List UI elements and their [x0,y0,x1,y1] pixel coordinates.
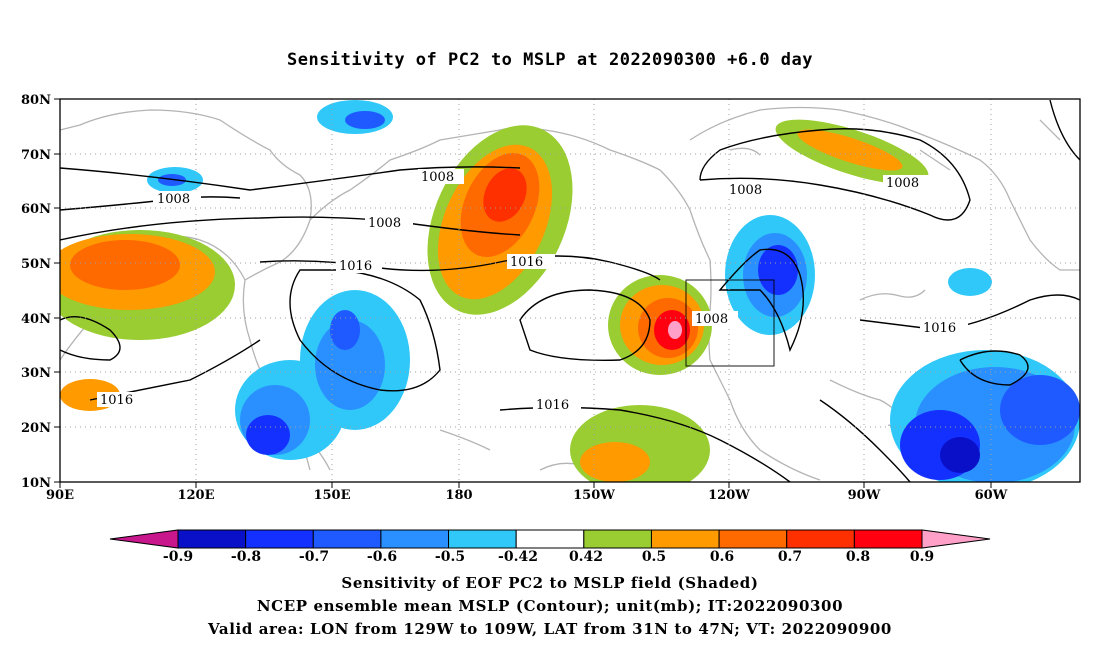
colorbar-swatch [312,529,382,549]
colorbar-tick-label: -0.9 [163,549,193,565]
colorbar-tick-label: -0.8 [231,549,261,565]
contour-label: 1016 [510,255,543,270]
map-grid [60,99,1080,482]
lat-label: 10N [21,476,51,491]
colorbar-swatch [718,529,788,549]
caption-valid-area: Valid area: LON from 129W to 109W, LAT f… [208,620,892,638]
lat-label: 60N [21,202,51,217]
lat-label: 70N [21,148,51,163]
mslp-contours [60,99,1080,482]
contour-label: 1016 [536,398,569,413]
lon-label: 150E [313,488,350,503]
colorbar-swatch [853,529,923,549]
colorbar-tick-label: -0.7 [299,549,329,565]
colorbar-swatch [515,529,585,549]
contour-label: 1008 [157,192,190,207]
contour-label: 1016 [923,321,956,336]
negative-sensitivity-shading [147,100,1080,482]
lon-label: 180 [445,488,472,503]
lat-label: 40N [21,312,51,327]
colorbar-tick-label: 0.42 [569,549,603,565]
colorbar-tick-label: -0.6 [367,549,397,565]
contour-label: 1008 [421,170,454,185]
contour-label: 1016 [339,259,372,274]
caption-shading: Sensitivity of EOF PC2 to MSLP field (Sh… [341,574,759,592]
lon-label: 150W [573,488,615,503]
lat-axis-labels: 80N 70N 60N 50N 40N 30N 20N 10N [21,93,51,491]
lat-label: 50N [21,257,51,272]
lon-label: 90E [46,488,74,503]
lon-label: 90W [848,488,881,503]
contour-label: 1016 [100,393,133,408]
lon-label: 120W [708,488,750,503]
caption-contour: NCEP ensemble mean MSLP (Contour); unit(… [256,597,844,615]
colorbar: -0.9 -0.8 -0.7 -0.6 -0.5 -0.42 0.42 0.5 … [109,529,991,565]
sensitivity-map: 1008 1008 1008 1008 1008 1016 1016 1016 … [21,93,1081,565]
lon-label: 120E [177,488,214,503]
colorbar-tick-label: -0.42 [498,549,538,565]
colorbar-swatch [380,529,450,549]
colorbar-swatch [177,529,247,549]
contour-label: 1008 [695,312,728,327]
map-title: Sensitivity of PC2 to MSLP at 2022090300… [286,50,813,70]
lon-axis-labels: 90E 120E 150E 180 150W 120W 90W 60W [46,488,1008,503]
lat-label: 30N [21,366,51,381]
colorbar-left-arrow [109,529,179,549]
colorbar-tick-label: 0.6 [710,549,734,565]
colorbar-swatch [786,529,855,549]
colorbar-right-arrow [921,529,991,549]
contour-label: 1008 [886,176,919,191]
lon-label: 60W [975,488,1008,503]
colorbar-tick-label: 0.9 [910,549,934,565]
map-border [59,98,1081,483]
contour-label: 1008 [729,183,762,198]
colorbar-swatch [583,529,652,549]
colorbar-tick-label: 0.8 [846,549,870,565]
contour-label-group: 1008 1008 1008 1008 1008 1016 1016 1016 … [97,169,968,413]
colorbar-swatch [650,529,720,549]
valid-area-box [685,279,775,367]
colorbar-tick-label: -0.5 [435,549,465,565]
colorbar-swatch [448,529,517,549]
contour-label: 1008 [368,216,401,231]
colorbar-tick-label: 0.5 [642,549,666,565]
axis-ticks [54,98,992,488]
colorbar-tick-label: 0.7 [778,549,802,565]
colorbar-swatch [245,529,314,549]
lat-label: 20N [21,421,51,436]
lat-label: 80N [21,93,51,108]
